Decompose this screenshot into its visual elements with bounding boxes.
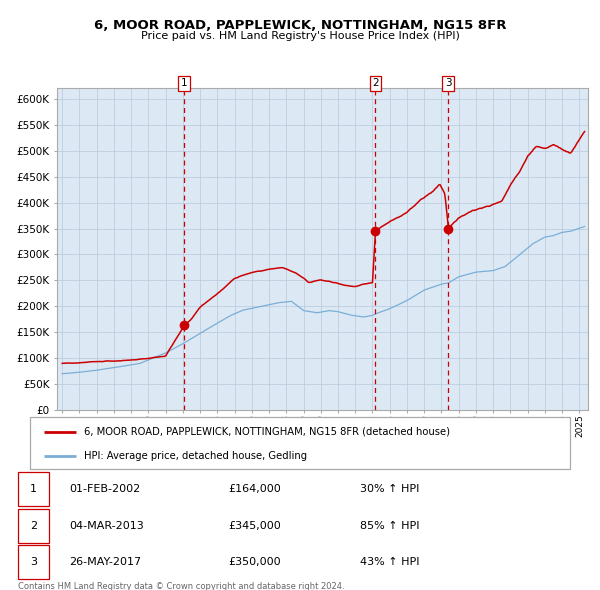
Text: 3: 3 — [445, 78, 452, 88]
Text: 2: 2 — [372, 78, 379, 88]
Text: Price paid vs. HM Land Registry's House Price Index (HPI): Price paid vs. HM Land Registry's House … — [140, 31, 460, 41]
Text: HPI: Average price, detached house, Gedling: HPI: Average price, detached house, Gedl… — [84, 451, 307, 461]
Text: 2: 2 — [30, 521, 37, 530]
Text: Contains HM Land Registry data © Crown copyright and database right 2024.: Contains HM Land Registry data © Crown c… — [18, 582, 344, 590]
Text: 04-MAR-2013: 04-MAR-2013 — [69, 521, 144, 530]
Text: 01-FEB-2002: 01-FEB-2002 — [69, 484, 140, 494]
Text: 6, MOOR ROAD, PAPPLEWICK, NOTTINGHAM, NG15 8FR (detached house): 6, MOOR ROAD, PAPPLEWICK, NOTTINGHAM, NG… — [84, 427, 450, 437]
Text: 85% ↑ HPI: 85% ↑ HPI — [360, 521, 419, 530]
Text: 30% ↑ HPI: 30% ↑ HPI — [360, 484, 419, 494]
Text: 1: 1 — [181, 78, 188, 88]
Text: 1: 1 — [30, 484, 37, 494]
Text: £350,000: £350,000 — [228, 558, 281, 567]
Text: 26-MAY-2017: 26-MAY-2017 — [69, 558, 141, 567]
Text: £164,000: £164,000 — [228, 484, 281, 494]
Text: 43% ↑ HPI: 43% ↑ HPI — [360, 558, 419, 567]
Text: £345,000: £345,000 — [228, 521, 281, 530]
Text: 3: 3 — [30, 558, 37, 567]
Text: 6, MOOR ROAD, PAPPLEWICK, NOTTINGHAM, NG15 8FR: 6, MOOR ROAD, PAPPLEWICK, NOTTINGHAM, NG… — [94, 19, 506, 32]
